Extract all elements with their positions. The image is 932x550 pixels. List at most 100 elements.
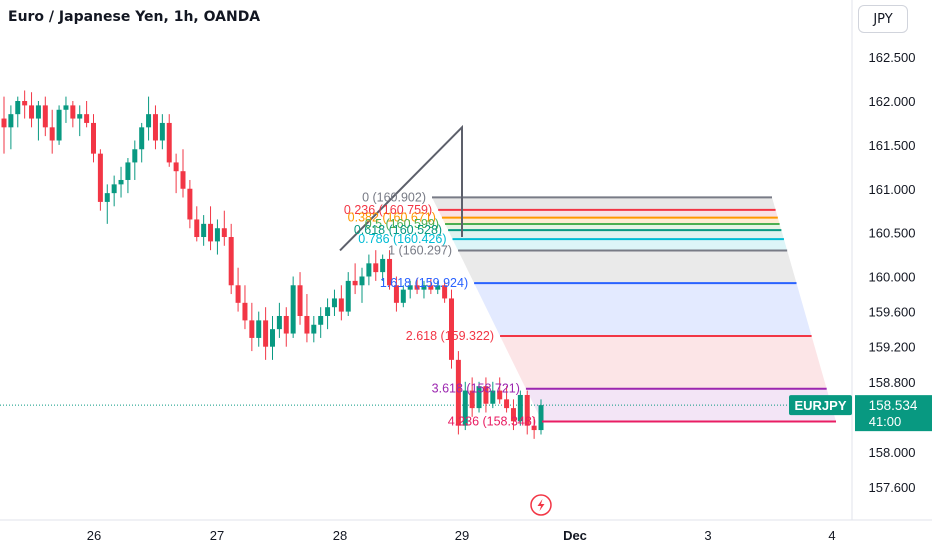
candle-body xyxy=(270,329,275,347)
candle-body xyxy=(63,105,69,110)
candle-body xyxy=(180,171,186,189)
fib-swing-line xyxy=(339,124,463,252)
symbol-label: EURJPY xyxy=(794,398,846,413)
candle-body xyxy=(490,390,496,404)
fib-level-label: 0.382 (160.671) xyxy=(348,211,436,225)
fib-band xyxy=(458,250,797,284)
candle-body xyxy=(366,263,372,277)
x-tick-label: 4 xyxy=(828,528,835,543)
candle-body xyxy=(173,162,179,172)
candle-body xyxy=(1,118,7,128)
candle-body xyxy=(111,184,117,194)
candle-body xyxy=(373,263,379,273)
x-tick-label: 29 xyxy=(455,528,469,543)
candle-body xyxy=(352,280,358,286)
last-price-badge xyxy=(855,395,932,432)
fib-band xyxy=(445,223,782,231)
candle-body xyxy=(325,307,331,316)
candle-body xyxy=(380,258,386,273)
candle-body xyxy=(462,390,468,426)
candle-body xyxy=(435,285,441,290)
fib-level-label: 0 (160.902) xyxy=(362,190,426,204)
candle-body xyxy=(146,114,152,128)
candle-body xyxy=(249,320,255,338)
currency-selector-button[interactable]: JPY xyxy=(858,5,908,33)
candle-body xyxy=(338,298,344,312)
candle-body xyxy=(91,122,96,154)
candle-body xyxy=(256,320,262,338)
lightning-icon xyxy=(530,494,552,516)
candle-body xyxy=(49,127,55,141)
fib-band xyxy=(432,197,776,210)
fib-level-label: 3.618 (158.721) xyxy=(432,382,520,396)
candle-body xyxy=(208,223,214,242)
candle-body xyxy=(331,298,337,308)
candle-body xyxy=(510,408,516,422)
candle-body xyxy=(242,302,248,321)
y-tick-label: 162.000 xyxy=(869,94,916,109)
candle-body xyxy=(359,276,365,286)
symbol-badge xyxy=(789,395,852,416)
candle-body xyxy=(504,399,510,409)
candle-body xyxy=(139,127,145,150)
y-tick-label: 161.000 xyxy=(869,182,916,197)
candle-body xyxy=(455,359,461,426)
candle-body xyxy=(97,153,103,202)
fib-level-label: 0.236 (160.759) xyxy=(344,203,432,217)
candle-body xyxy=(70,105,76,119)
candle-body xyxy=(221,228,227,238)
candle-body xyxy=(318,315,324,325)
fib-band xyxy=(500,335,827,389)
y-tick-label: 158.000 xyxy=(869,445,916,460)
fib-level-label: 0.618 (160.528) xyxy=(354,223,442,237)
candle-body xyxy=(235,285,241,303)
x-tick-label: 28 xyxy=(333,528,347,543)
candle-body xyxy=(35,105,41,119)
candle-body xyxy=(132,149,138,163)
fib-level-label: 4.236 (158.348) xyxy=(448,414,536,428)
candle-body xyxy=(531,425,537,431)
candle-body xyxy=(538,405,544,431)
candle-body xyxy=(469,390,475,409)
candle-body xyxy=(442,285,448,299)
y-tick-label: 160.500 xyxy=(869,226,916,241)
last-price-value: 158.534 xyxy=(869,398,918,413)
y-tick-label: 157.600 xyxy=(869,480,916,495)
candle-body xyxy=(214,228,220,242)
fib-level-label: 0.786 (160.426) xyxy=(358,232,446,246)
candle-body xyxy=(304,315,310,334)
candle-body xyxy=(29,105,35,119)
x-tick-label: 26 xyxy=(87,528,101,543)
candle-body xyxy=(524,394,530,426)
candle-body xyxy=(297,285,303,316)
candle-body xyxy=(187,188,193,220)
candle-body xyxy=(421,285,427,290)
x-tick-label: Dec xyxy=(563,528,587,543)
candle-body xyxy=(276,315,282,330)
candle-body xyxy=(125,162,131,180)
candle-body xyxy=(449,298,454,360)
candle-body xyxy=(263,320,269,347)
candle-body xyxy=(387,258,393,286)
candle-body xyxy=(104,193,110,202)
candle-body xyxy=(159,122,165,141)
candle-body xyxy=(228,237,234,286)
fib-band xyxy=(452,239,788,251)
fib-level-label: 1.618 (159.924) xyxy=(380,276,468,290)
candle-body xyxy=(283,315,289,334)
fib-band xyxy=(474,283,812,336)
candle-body xyxy=(407,285,413,290)
candle-body xyxy=(345,280,351,312)
fib-band xyxy=(441,217,780,224)
bar-countdown: 41:00 xyxy=(869,414,902,429)
fib-band xyxy=(525,388,836,422)
chart-title: Euro / Japanese Yen, 1h, OANDA xyxy=(8,9,261,25)
candle-body xyxy=(166,122,172,163)
fib-level-label: 2.618 (159.322) xyxy=(406,329,494,343)
candle-body xyxy=(393,285,399,303)
y-tick-label: 159.200 xyxy=(869,340,916,355)
candle-body xyxy=(22,101,28,106)
x-tick-label: 27 xyxy=(210,528,224,543)
